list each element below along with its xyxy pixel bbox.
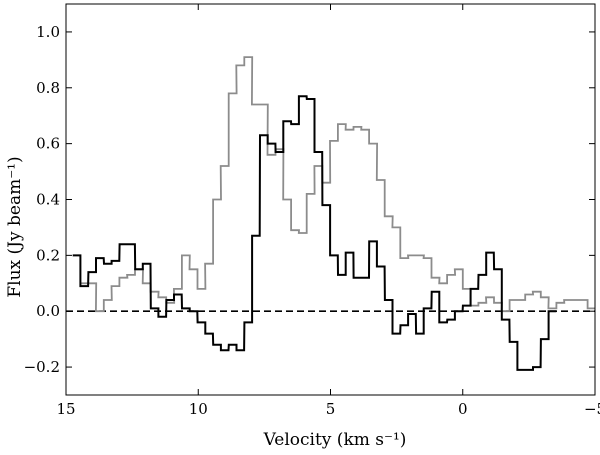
- plot-area: [66, 56, 596, 371]
- black-spectrum-line: [72, 95, 557, 371]
- axes: 15 10 5 0 −5 −0.2 0.0 0.2 0.4 0.6 0.8 1.0: [24, 3, 600, 418]
- x-tick-label: 0: [458, 400, 468, 418]
- grey-spectrum-line: [80, 56, 596, 313]
- x-axis-label: Velocity (km s⁻¹): [263, 430, 407, 450]
- y-tick-label: 0.6: [36, 135, 60, 153]
- y-tick-label: 0.0: [36, 302, 60, 320]
- y-tick-label: 0.4: [36, 191, 60, 209]
- y-tick-label: 1.0: [36, 23, 60, 41]
- y-axis-label: Flux (Jy beam⁻¹): [5, 156, 25, 297]
- y-tick-label: −0.2: [24, 358, 60, 376]
- x-tick-label: 5: [326, 400, 336, 418]
- x-tick-label: 10: [189, 400, 208, 418]
- x-tick-label: −5: [584, 400, 600, 418]
- x-tick-label: 15: [56, 400, 75, 418]
- y-tick-label: 0.2: [36, 246, 60, 264]
- y-tick-label: 0.8: [36, 79, 60, 97]
